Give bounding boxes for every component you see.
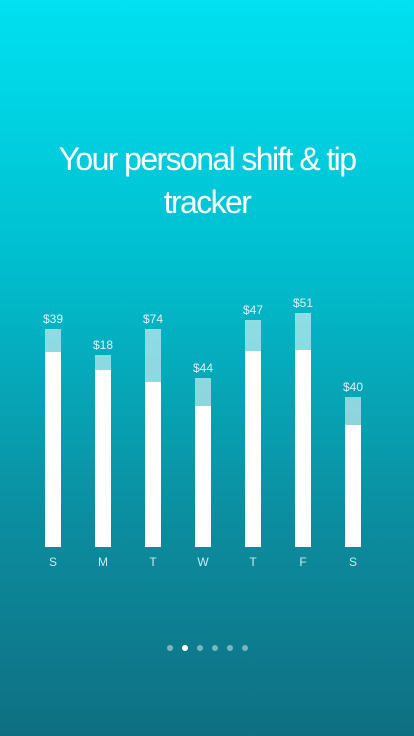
day-label-1: M [98,555,108,569]
onboarding-headline: Your personal shift & tip tracker [58,141,357,220]
bar-shift-0 [45,352,61,547]
bar-tip-0 [45,329,61,352]
bar-tip-6 [345,397,361,425]
page-dot-2[interactable] [196,645,203,651]
bar-value-label-1: $18 [93,338,113,352]
bar-shift-4 [245,351,261,547]
bar-tip-3 [195,378,211,406]
bar-shift-2 [145,382,161,547]
bar-value-label-6: $40 [343,380,363,394]
page-dot-1[interactable] [181,645,188,651]
day-label-2: T [149,555,157,569]
bar-value-label-2: $74 [143,312,163,326]
bar-tip-2 [145,329,161,382]
bar-value-label-5: $51 [293,296,313,310]
bar-shift-5 [295,350,311,547]
bar-tip-4 [245,320,261,351]
day-label-4: T [249,555,257,569]
page-dot-3[interactable] [211,645,218,651]
day-label-0: S [49,555,57,569]
bar-shift-1 [95,370,111,547]
bar-value-label-0: $39 [43,312,63,326]
page-dot-4[interactable] [226,645,233,651]
day-label-5: F [299,555,306,569]
day-label-6: S [349,555,357,569]
page-indicator[interactable] [0,644,414,652]
page-dot-0[interactable] [166,645,173,651]
bar-value-label-3: $44 [193,361,213,375]
bar-shift-3 [195,406,211,547]
chart-svg: $39 S $18 M $74 T $44 W $47 T $51 F $40 S [0,0,414,600]
day-label-3: W [197,555,209,569]
bar-tip-5 [295,313,311,350]
page-dot-5[interactable] [241,645,248,651]
weekly-earnings-chart: $39 S $18 M $74 T $44 W $47 T $51 F $40 S [0,0,414,600]
bar-shift-6 [345,425,361,547]
bar-value-label-4: $47 [243,303,263,317]
bar-tip-1 [95,355,111,370]
